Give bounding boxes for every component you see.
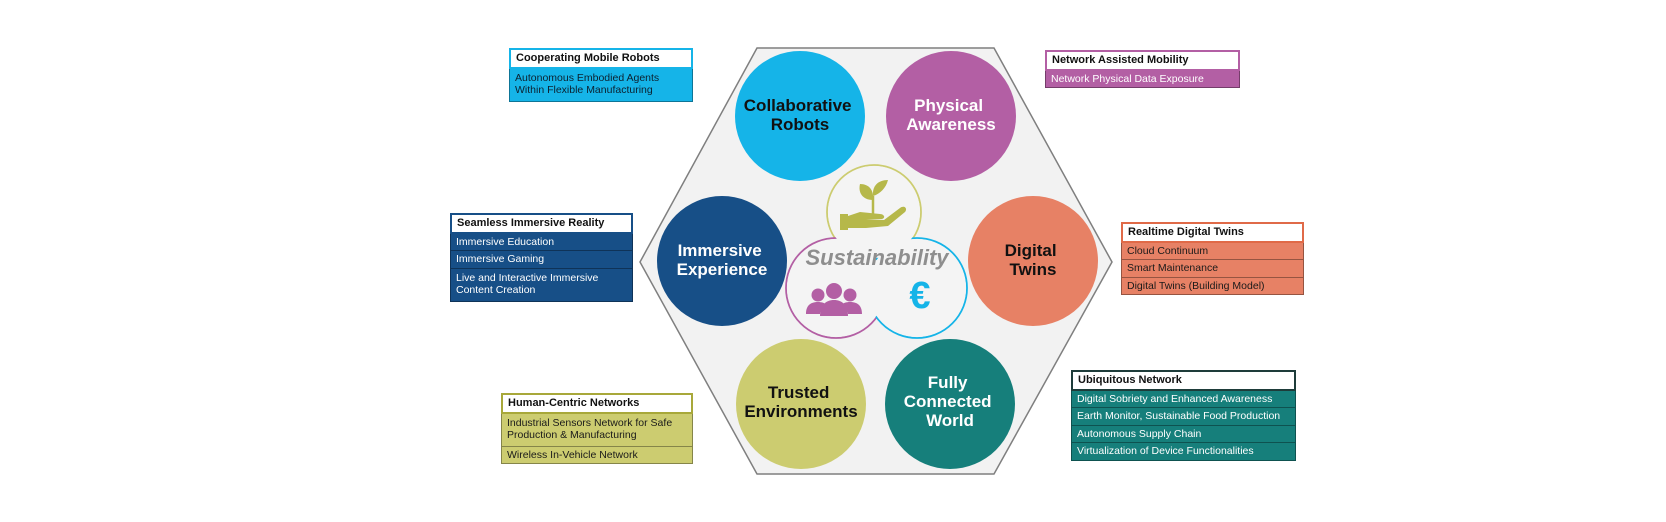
svg-text:Digital Twins: Digital Twins — [1005, 241, 1062, 279]
circle-label-line: Connected — [904, 392, 992, 411]
box-item: Immersive Education — [450, 233, 633, 251]
circle-label-line: Fully — [928, 373, 968, 392]
circle-label-line: Trusted — [768, 383, 829, 402]
sustainability-cluster: Sustainability € — [785, 164, 968, 339]
plant-in-hand-icon — [840, 180, 907, 230]
box-item: Autonomous Embodied Agents Within Flexib… — [509, 68, 693, 102]
svg-text:Collaborative Robots: Collaborative Robots — [744, 96, 856, 134]
box-item: Immersive Gaming — [450, 251, 633, 269]
box-item: Industrial Sensors Network for Safe Prod… — [501, 413, 693, 447]
circle-label-line: World — [926, 411, 974, 430]
box-item: Wireless In-Vehicle Network — [501, 446, 693, 464]
circle-label-line: Collaborative — [744, 96, 852, 115]
circle-label-line: Twins — [1010, 260, 1057, 279]
box-title: Network Assisted Mobility — [1045, 50, 1240, 71]
svg-text:Fully Connected Wo: Fully Connected World — [904, 373, 997, 430]
circle-label-line: Robots — [771, 115, 830, 134]
people-group-icon — [806, 283, 862, 316]
circle-label-line: Digital — [1005, 241, 1057, 260]
box-item: Earth Monitor, Sustainable Food Producti… — [1071, 408, 1296, 426]
circle-trusted-environments: Trusted Environments — [736, 339, 866, 469]
box-title: Ubiquitous Network — [1071, 370, 1296, 391]
box-network-assisted-mobility: Network Assisted Mobility Network Physic… — [1045, 50, 1240, 88]
box-item: Cloud Continuum — [1121, 242, 1304, 260]
box-item: Autonomous Supply Chain — [1071, 425, 1296, 443]
circle-collaborative-robots: Collaborative Robots — [735, 51, 865, 181]
circle-label-line: Immersive — [678, 241, 762, 260]
box-ubiquitous-network: Ubiquitous Network Digital Sobriety and … — [1071, 370, 1296, 461]
box-item: Digital Sobriety and Enhanced Awareness — [1071, 390, 1296, 408]
circle-physical-awareness: Physical Awareness — [886, 51, 1016, 181]
box-item: Digital Twins (Building Model) — [1121, 277, 1304, 295]
svg-text:Immersive Experience: Immersive Experience — [677, 241, 768, 279]
center-label: Sustainability — [805, 245, 950, 270]
svg-text:Trusted Environments: Trusted Environments — [744, 383, 857, 421]
box-item: Smart Maintenance — [1121, 260, 1304, 278]
circle-label-line: Awareness — [906, 115, 995, 134]
box-item: Live and Interactive Immersive Content C… — [450, 268, 633, 302]
box-human-centric-networks: Human-Centric Networks Industrial Sensor… — [501, 393, 693, 464]
box-seamless-immersive-reality: Seamless Immersive Reality Immersive Edu… — [450, 213, 633, 302]
circle-label-line: Physical — [914, 96, 983, 115]
box-title: Cooperating Mobile Robots — [509, 48, 693, 69]
box-cooperating-mobile-robots: Cooperating Mobile Robots Autonomous Emb… — [509, 48, 693, 102]
svg-text:Physical Awareness: Physical Awareness — [906, 96, 995, 134]
box-item: Virtualization of Device Functionalities — [1071, 443, 1296, 461]
circle-fully-connected-world: Fully Connected World — [885, 339, 1015, 469]
circle-label-line: Experience — [677, 260, 768, 279]
box-title: Realtime Digital Twins — [1121, 222, 1304, 243]
euro-icon: € — [909, 275, 930, 317]
box-realtime-digital-twins: Realtime Digital Twins Cloud Continuum S… — [1121, 222, 1304, 295]
box-item: Network Physical Data Exposure — [1045, 70, 1240, 88]
circle-immersive-experience: Immersive Experience — [657, 196, 787, 326]
box-title: Human-Centric Networks — [501, 393, 693, 414]
circle-label-line: Environments — [744, 402, 857, 421]
circle-digital-twins: Digital Twins — [968, 196, 1098, 326]
box-title: Seamless Immersive Reality — [450, 213, 633, 234]
